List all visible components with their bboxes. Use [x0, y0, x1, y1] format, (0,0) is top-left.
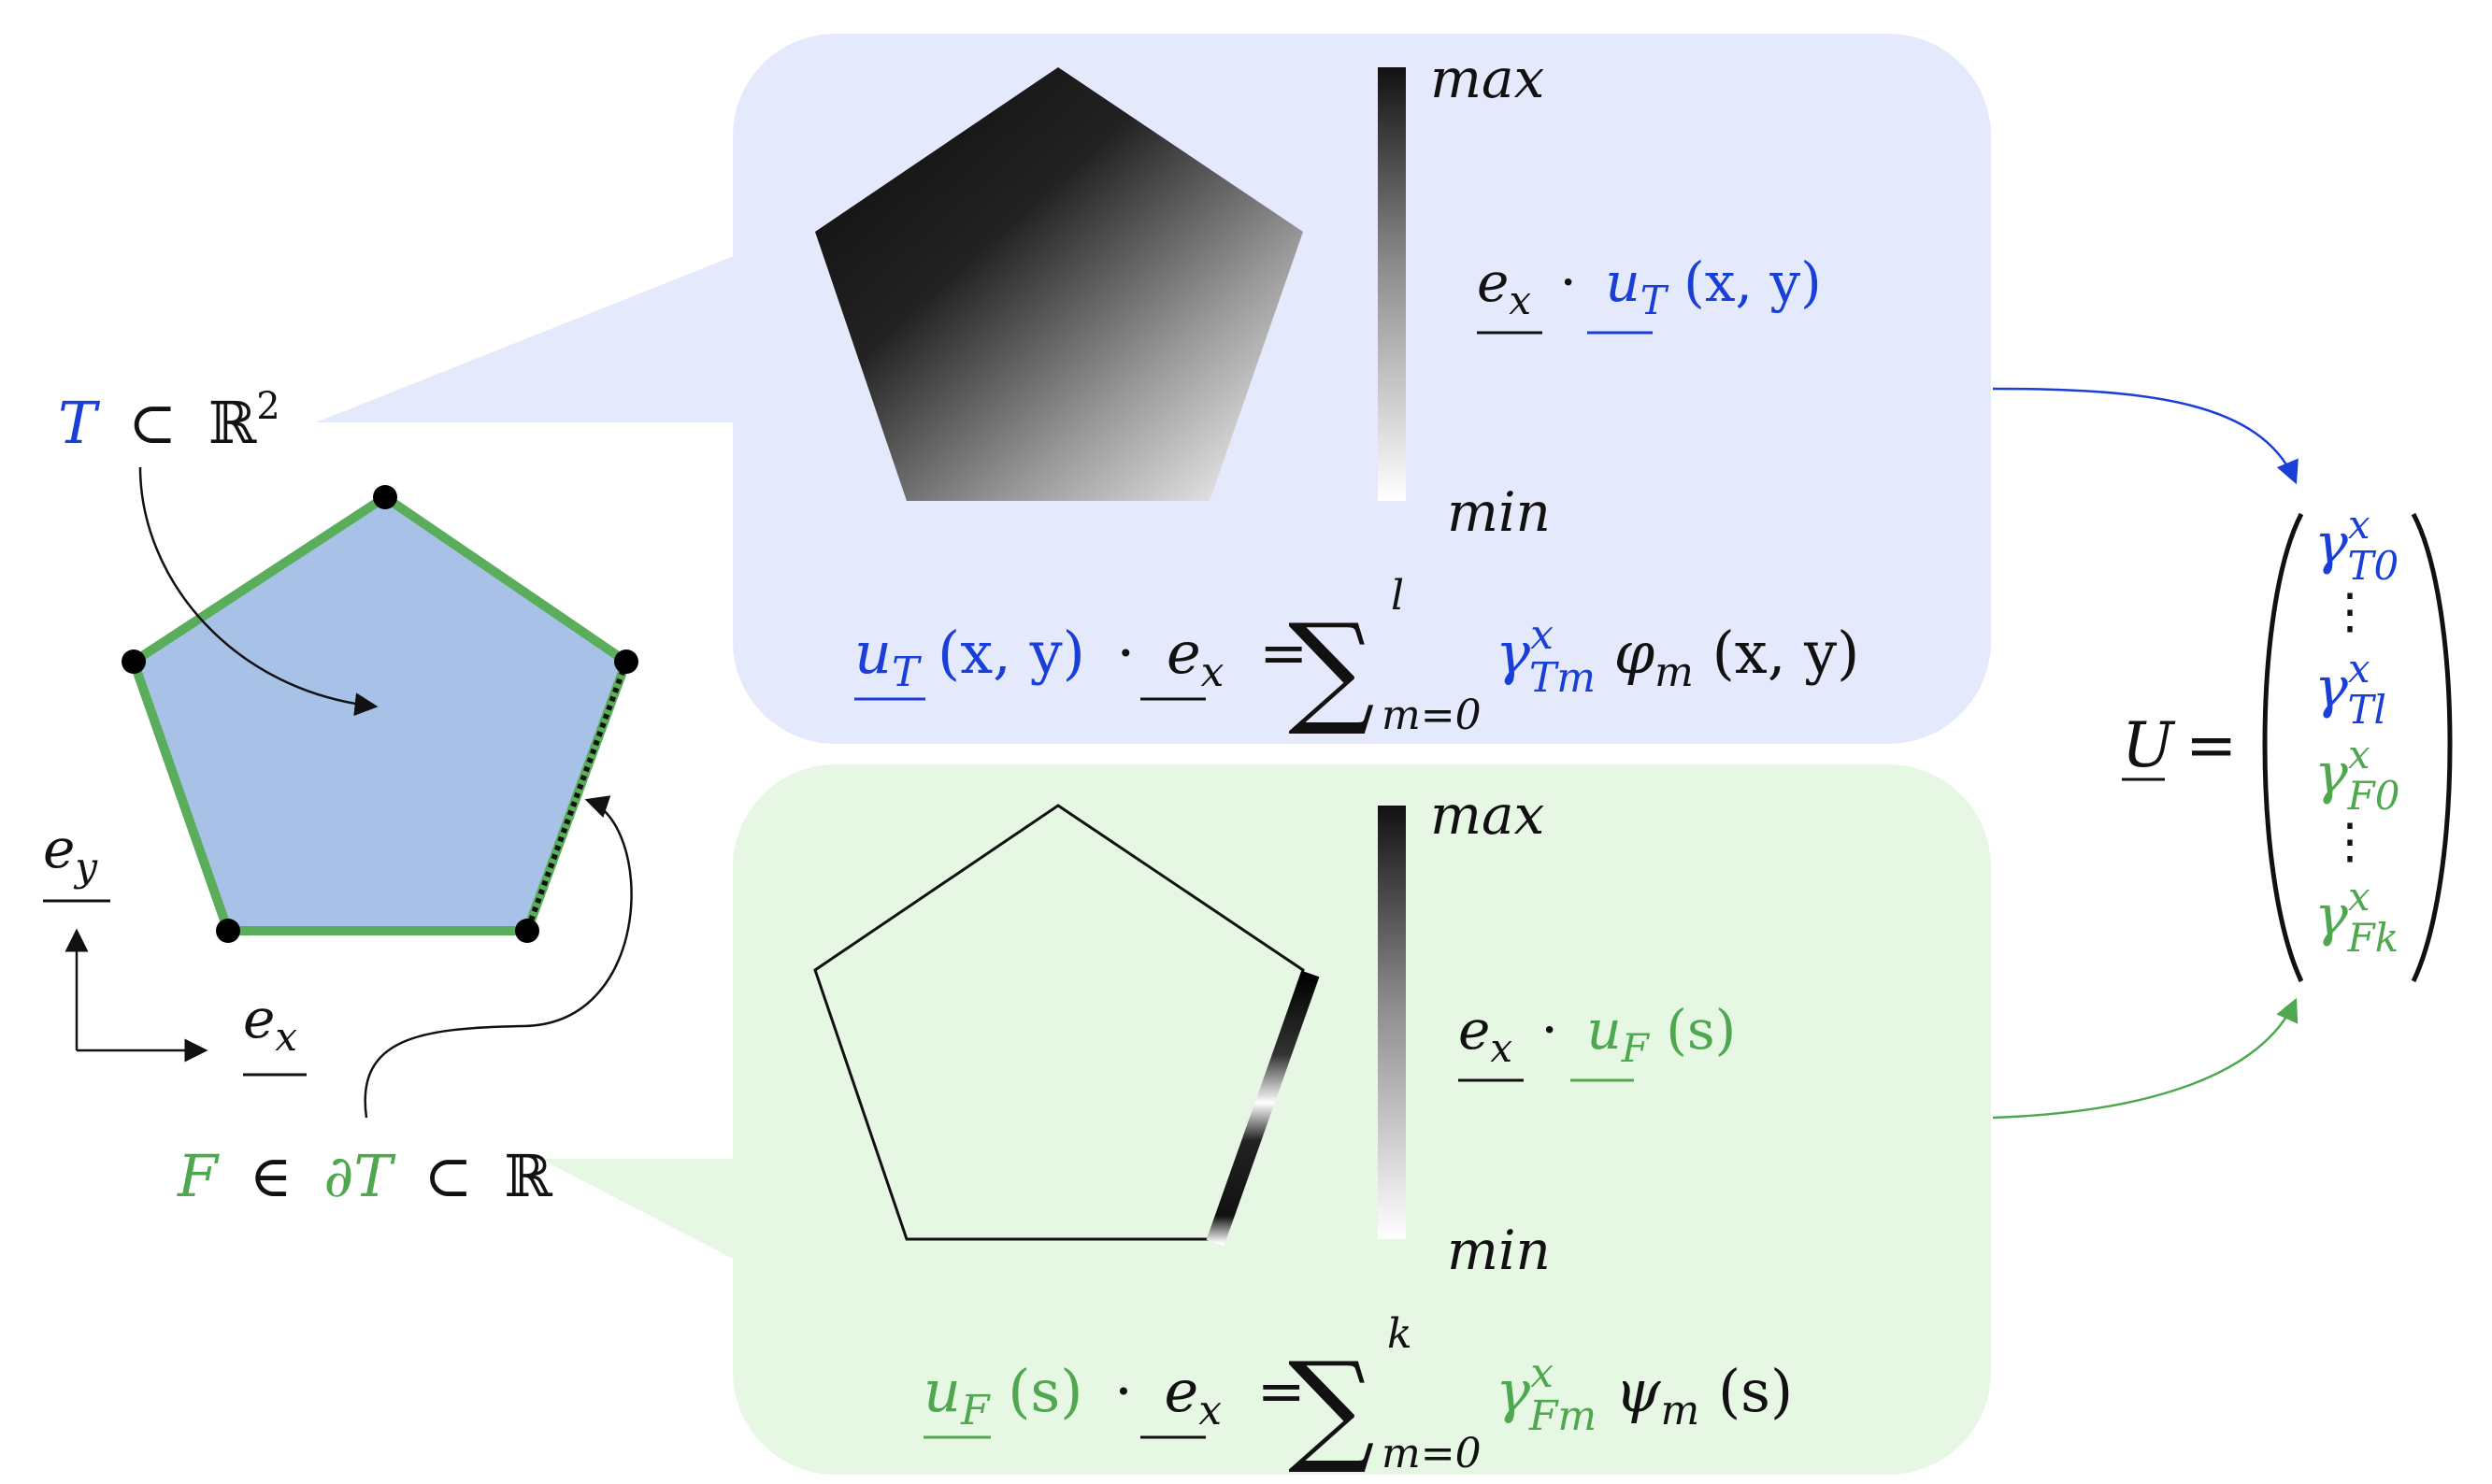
axis-ex-label: ex [243, 987, 297, 1060]
vector-right-bracket [2411, 512, 2453, 983]
vector-lhs: U [2122, 709, 2176, 781]
mesh-cell [122, 485, 638, 943]
f-pointer-arrow [364, 795, 633, 1119]
face-sum-terms: γx Fm ψm (s) [1496, 1349, 1793, 1444]
vector-equals: = [2185, 709, 2237, 781]
vector-entry: γx T0 [2314, 502, 2399, 589]
face-field-plot [813, 804, 1305, 1241]
face-sum-upper: k [1387, 1310, 1412, 1358]
vertex-dot [216, 919, 240, 943]
face-field-highlight [1206, 970, 1320, 1247]
colorbar-f-max: max [1430, 783, 1544, 847]
cell-projection-label: ex · uT (x, y) [1477, 250, 1822, 327]
face-sum-symbol: ∑ [1288, 1335, 1375, 1477]
colorbar-t [1378, 67, 1406, 501]
cell-polygon [129, 492, 631, 935]
cell-sum-upper: l [1391, 572, 1404, 620]
vector-left-bracket [2262, 512, 2304, 983]
colorbar-t-max: max [1430, 47, 1544, 110]
vector-entry: γx Tl [2314, 646, 2386, 733]
panel-t-tail [316, 254, 738, 422]
panel-f-tail [540, 1159, 738, 1262]
cell-sum-lower: m=0 [1382, 692, 1482, 739]
vertex-dot [373, 485, 397, 509]
cell-sum-symbol: ∑ [1288, 597, 1375, 739]
colorbar-t-min: min [1447, 480, 1551, 544]
face-expansion-equation: uF (s) · ex = [924, 1357, 1306, 1438]
boundary-face-highlight [524, 660, 629, 933]
t-domain-label: T ⊂ ℝ2 [58, 385, 280, 457]
panel-f [733, 764, 1991, 1475]
axis-indicator: ey ex [43, 817, 307, 1077]
face-to-vector-arrow [1992, 997, 2299, 1120]
vector-entry: γx Fk [2314, 874, 2399, 961]
face-projection-label: ex · uF (s) [1458, 998, 1736, 1075]
vector-entry-ellipsis: ⋮ [2326, 814, 2374, 870]
f-boundary-label: F ∈ ∂T ⊂ ℝ [177, 1142, 552, 1210]
cell-expansion-equation: uT (x, y) · ex = [854, 619, 1308, 700]
cell-sum-terms: γx Tm φm (x, y) [1496, 611, 1859, 706]
vertex-dot [614, 649, 638, 674]
colorbar-f-min: min [1447, 1219, 1551, 1282]
colorbar-f [1378, 806, 1406, 1239]
vertex-dot [122, 649, 146, 674]
cell-field-plot [815, 67, 1303, 501]
axis-ey-label: ey [43, 817, 98, 890]
vector-entry: γx F0 [2314, 732, 2399, 819]
cell-to-vector-arrow [1992, 387, 2299, 485]
face-sum-lower: m=0 [1382, 1430, 1482, 1477]
vector-entry-ellipsis: ⋮ [2326, 584, 2374, 640]
t-pointer-arrow [138, 466, 379, 717]
vertex-dot [515, 919, 539, 943]
